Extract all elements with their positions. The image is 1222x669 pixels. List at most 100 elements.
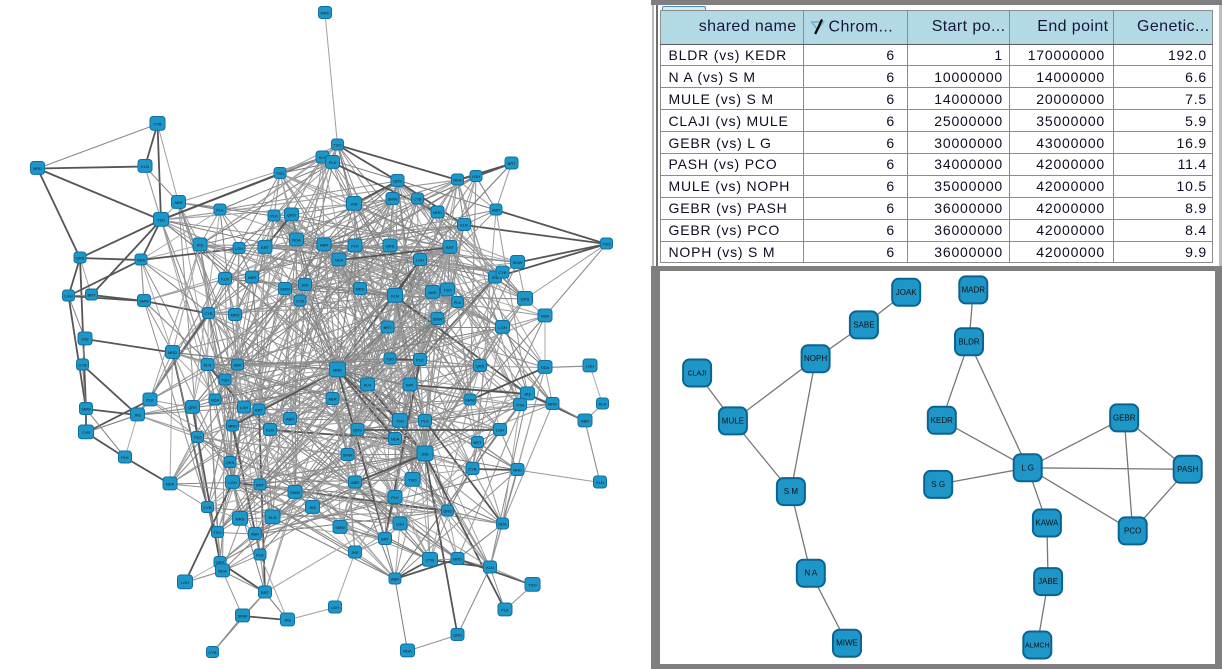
svg-text:PLK: PLK [256,553,264,558]
svg-text:QRS: QRS [453,633,462,638]
svg-text:NDA: NDA [541,365,550,370]
svg-text:PLK: PLK [416,358,424,363]
svg-text:KLN: KLN [266,428,274,433]
svg-text:QRS: QRS [521,297,530,302]
svg-text:KLN: KLN [141,164,149,169]
svg-text:CYB: CYB [78,363,87,368]
svg-text:ABR: ABR [320,243,328,248]
svg-text:LGH: LGH [472,174,480,179]
svg-text:JKE: JKE [81,337,89,342]
svg-text:QRS: QRS [188,405,197,410]
svg-text:S M: S M [784,487,799,496]
svg-text:QRS: QRS [386,244,395,249]
svg-text:SMW: SMW [513,260,523,265]
svg-text:BRT: BRT [381,537,389,542]
svg-text:BRT: BRT [261,590,269,595]
svg-text:ABR: ABR [286,417,294,422]
svg-text:ABR: ABR [351,480,359,485]
svg-text:CYB: CYB [82,430,91,435]
svg-text:QRS: QRS [76,256,85,261]
svg-text:LGH: LGH [498,325,506,330]
svg-text:CYB: CYB [468,467,477,472]
svg-text:ABR: ABR [428,290,436,295]
svg-text:SMW: SMW [81,407,91,412]
svg-text:NDA: NDA [541,314,550,319]
svg-text:CYB: CYB [413,197,422,202]
svg-text:KLN: KLN [204,363,212,368]
svg-text:TSO: TSO [213,530,221,535]
svg-text:MIWE: MIWE [836,639,858,648]
svg-text:TSO: TSO [408,478,416,483]
svg-text:PLK: PLK [351,244,359,249]
svg-text:MRD: MRD [230,313,239,318]
svg-text:TSO: TSO [602,242,610,247]
svg-text:PLK: PLK [454,300,462,305]
svg-text:MRD: MRD [33,166,42,171]
svg-text:PLK: PLK [146,398,154,403]
svg-text:JKE: JKE [134,413,142,418]
svg-text:ABR: ABR [391,577,399,582]
svg-text:JKE: JKE [524,392,532,397]
svg-text:PCO: PCO [1124,526,1141,535]
svg-text:TSO: TSO [221,378,229,383]
svg-text:KLN: KLN [391,294,399,299]
svg-text:NDA: NDA [391,437,400,442]
svg-text:BRT: BRT [474,440,482,445]
svg-text:CYB: CYB [208,650,217,655]
svg-text:GEBR: GEBR [1113,413,1136,422]
svg-text:SMW: SMW [388,197,398,202]
svg-text:JKE: JKE [421,452,429,457]
svg-text:LGH: LGH [586,364,594,369]
svg-text:JOAK: JOAK [896,288,918,297]
svg-text:LGH: LGH [228,480,236,485]
svg-text:JKE: JKE [196,243,204,248]
svg-text:TSO: TSO [333,143,341,148]
svg-text:ABR: ABR [248,275,256,280]
svg-text:SMW: SMW [465,398,475,403]
svg-text:MRD: MRD [513,468,522,473]
svg-text:SMW: SMW [280,287,290,292]
svg-text:NDA: NDA [403,649,412,654]
svg-text:PLK: PLK [391,495,399,500]
svg-text:SMW: SMW [433,317,443,322]
svg-text:CYB: CYB [516,403,525,408]
svg-text:BRT: BRT [384,325,392,330]
svg-text:QRS: QRS [443,509,452,514]
svg-text:L G: L G [1021,463,1034,472]
svg-text:KLN: KLN [269,515,277,520]
svg-text:ALMCH: ALMCH [1025,643,1050,650]
svg-text:NDA: NDA [166,482,175,487]
svg-text:CYB: CYB [296,299,305,304]
svg-text:JABE: JABE [1038,577,1058,586]
svg-text:PASH: PASH [1177,465,1198,474]
svg-text:MRD: MRD [453,557,462,562]
svg-text:JKE: JKE [284,618,292,623]
svg-text:PLK: PLK [421,419,429,424]
svg-text:LGH: LGH [240,405,248,410]
svg-text:NDA: NDA [292,238,301,243]
svg-text:CYB: CYB [203,505,212,510]
svg-text:KLN: KLN [221,277,229,282]
svg-text:QRS: QRS [287,213,296,218]
svg-text:SMW: SMW [343,453,353,458]
svg-text:LGH: LGH [235,246,243,251]
svg-text:NDA: NDA [498,522,507,527]
svg-text:TSO: TSO [396,419,404,424]
svg-text:JKE: JKE [309,505,317,510]
svg-text:LGH: LGH [181,580,189,585]
svg-text:PLK: PLK [329,160,337,165]
svg-text:SMW: SMW [139,299,149,304]
svg-text:ABR: ABR [581,419,589,424]
svg-text:MRD: MRD [548,402,557,407]
svg-text:KLN: KLN [599,402,607,407]
svg-text:KLN: KLN [364,383,372,388]
svg-text:MADR: MADR [962,285,986,294]
svg-text:MRD: MRD [235,517,244,522]
svg-text:PLK: PLK [501,608,509,613]
svg-text:MULE: MULE [722,416,744,425]
svg-text:NDA: NDA [453,178,462,183]
svg-text:KAWA: KAWA [1035,519,1059,528]
svg-text:QRS: QRS [226,460,235,465]
svg-text:SMW: SMW [238,614,248,619]
svg-text:TSO: TSO [157,218,165,223]
